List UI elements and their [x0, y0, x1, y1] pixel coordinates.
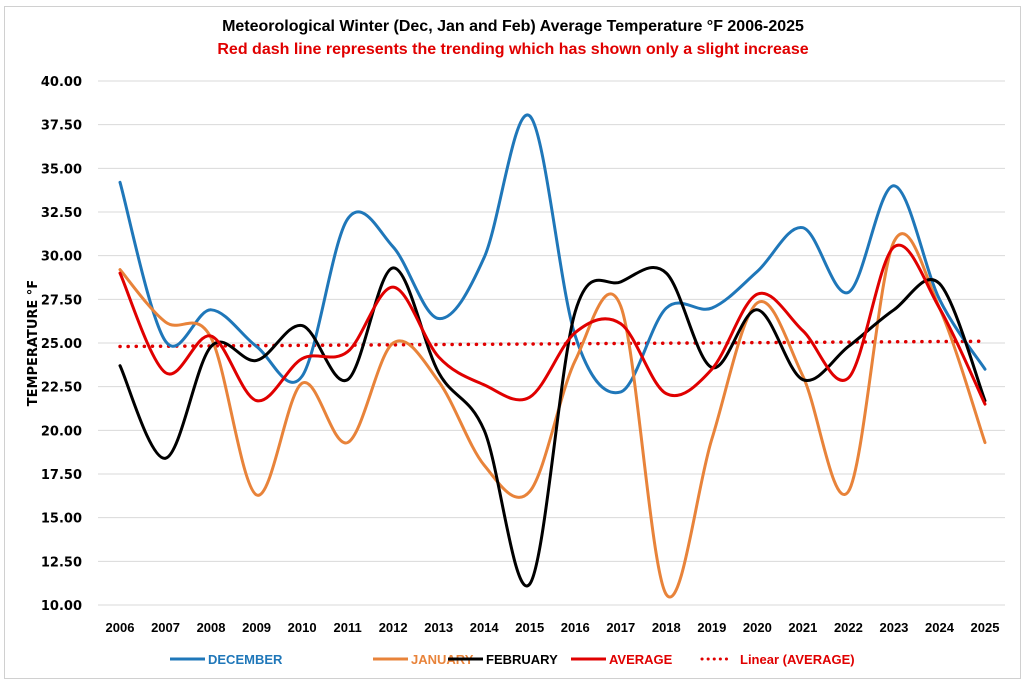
legend-item-linear-average: Linear (AVERAGE)	[700, 652, 855, 667]
y-tick-label: 15.00	[41, 512, 82, 527]
legend-item-december: DECEMBER	[170, 652, 283, 667]
y-tick-label: 40.00	[41, 75, 82, 90]
legend-label: DECEMBER	[208, 652, 283, 667]
x-tick-label: 2023	[879, 620, 908, 635]
legend: DECEMBER JANUARY FEBRUARY AVERAGE Linear (AV…	[170, 652, 855, 667]
x-tick-label: 2009	[242, 620, 271, 635]
trendline	[118, 339, 987, 349]
chart-title: Meteorological Winter (Dec, Jan and Feb)…	[222, 18, 804, 35]
gridlines	[98, 80, 1005, 606]
x-tick-label: 2021	[788, 620, 817, 635]
chart-frame	[4, 6, 1021, 679]
y-tick-label: 17.50	[41, 468, 82, 483]
x-tick-label: 2014	[470, 620, 500, 635]
y-axis-label: TEMPERATURE °F	[26, 280, 41, 406]
x-tick-label: 2017	[606, 620, 635, 635]
x-tick-label: 2011	[334, 620, 362, 635]
x-tick-label: 2024	[925, 620, 955, 635]
y-tick-label: 12.50	[41, 555, 82, 570]
legend-label: JANUARY	[411, 652, 474, 667]
y-tick-label: 32.50	[41, 206, 82, 221]
y-tick-label: 37.50	[41, 119, 82, 134]
y-tick-label: 22.50	[41, 381, 82, 396]
series-line-december	[118, 113, 987, 395]
y-tick-label: 27.50	[41, 293, 82, 308]
chart-subtitle: Red dash line represents the trending wh…	[217, 41, 809, 58]
x-tick-label: 2007	[151, 620, 180, 635]
trendline-linear-average	[118, 339, 987, 349]
x-tick-label: 2006	[106, 620, 135, 635]
x-tick-label: 2018	[652, 620, 681, 635]
x-tick-label: 2025	[971, 620, 1000, 635]
x-tick-label: 2020	[743, 620, 772, 635]
y-tick-label: 30.00	[41, 250, 82, 265]
series-line-january	[118, 232, 987, 599]
series-lines	[118, 113, 987, 599]
x-tick-label: 2019	[697, 620, 726, 635]
legend-label: FEBRUARY	[486, 652, 558, 667]
y-tick-label: 20.00	[41, 424, 82, 439]
y-tick-label: 10.00	[41, 599, 82, 614]
y-tick-label: 35.00	[41, 162, 82, 177]
y-tick-label: 25.00	[41, 337, 82, 352]
legend-item-average: AVERAGE	[571, 652, 673, 667]
legend-item-february: FEBRUARY	[448, 652, 558, 667]
x-tick-label: 2013	[424, 620, 453, 635]
legend-item-january: JANUARY	[373, 652, 474, 667]
x-axis-ticks: 2006 2007 2008 2009 2010 2011 2012 2013 2014 2015…	[106, 620, 1000, 635]
legend-label: Linear (AVERAGE)	[740, 652, 855, 667]
series-line-february	[118, 266, 987, 588]
x-tick-label: 2012	[379, 620, 408, 635]
x-tick-label: 2008	[197, 620, 226, 635]
x-tick-label: 2016	[561, 620, 590, 635]
x-tick-label: 2010	[288, 620, 317, 635]
x-tick-label: 2015	[515, 620, 544, 635]
series-line-average	[118, 243, 987, 406]
legend-label: AVERAGE	[609, 652, 673, 667]
x-tick-label: 2022	[834, 620, 863, 635]
y-axis-ticks: 10.00 12.50 15.00 17.50 20.00 22.50 25.00 27.50…	[41, 75, 82, 614]
